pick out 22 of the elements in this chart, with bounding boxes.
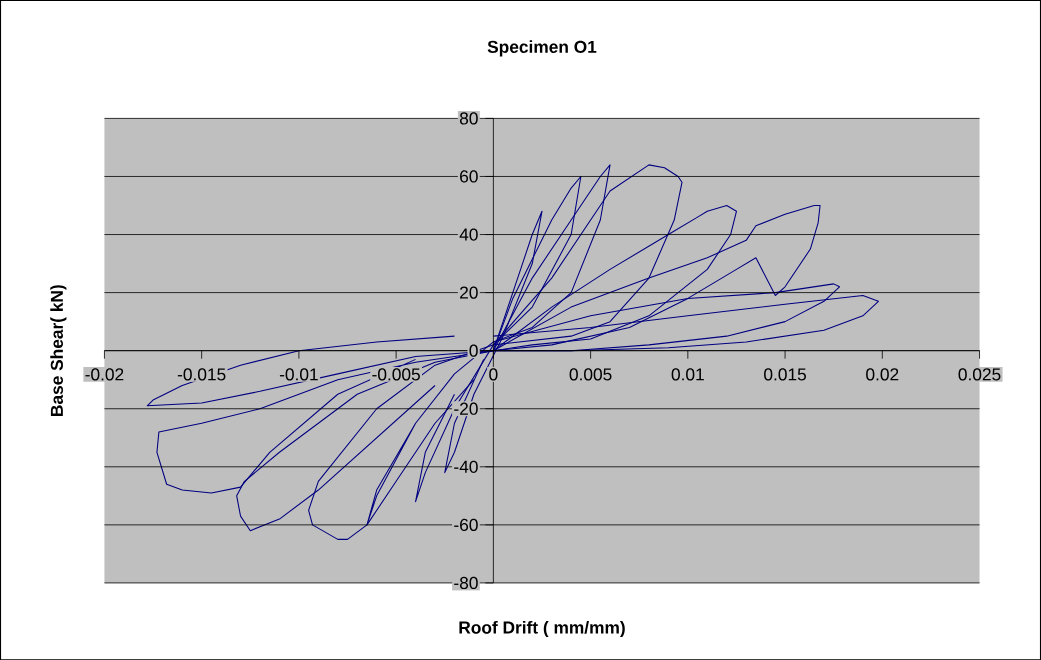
x-tick-label: -0.005 [372,368,420,381]
y-axis-title: Base Shear( kN) [50,284,67,416]
y-tick-label: -60 [454,518,478,531]
x-tick-label: -0.01 [279,368,318,381]
x-tick-label: -0.02 [85,368,124,381]
x-tick-label: 0.005 [569,368,612,381]
x-axis-title: Roof Drift ( mm/mm) [459,620,625,637]
y-tick-label: -80 [454,576,478,589]
x-tick-label: -0.015 [177,368,226,381]
y-tick-label: 20 [460,286,478,299]
chart-title: Specimen O1 [487,40,597,57]
x-tick-label: 0.025 [958,368,1001,381]
x-tick-label: 0.02 [866,368,899,381]
y-tick-label: -20 [454,402,478,415]
x-tick-label: 0.01 [671,368,704,381]
y-tick-label: 80 [459,112,478,125]
y-tick-label: -40 [454,460,478,473]
y-tick-label: 60 [460,170,478,183]
x-tick-label: 0.015 [764,368,806,381]
x-tick-label: 0 [489,368,498,381]
y-tick-label: 40 [459,228,478,241]
y-tick-label: 0 [469,344,478,357]
